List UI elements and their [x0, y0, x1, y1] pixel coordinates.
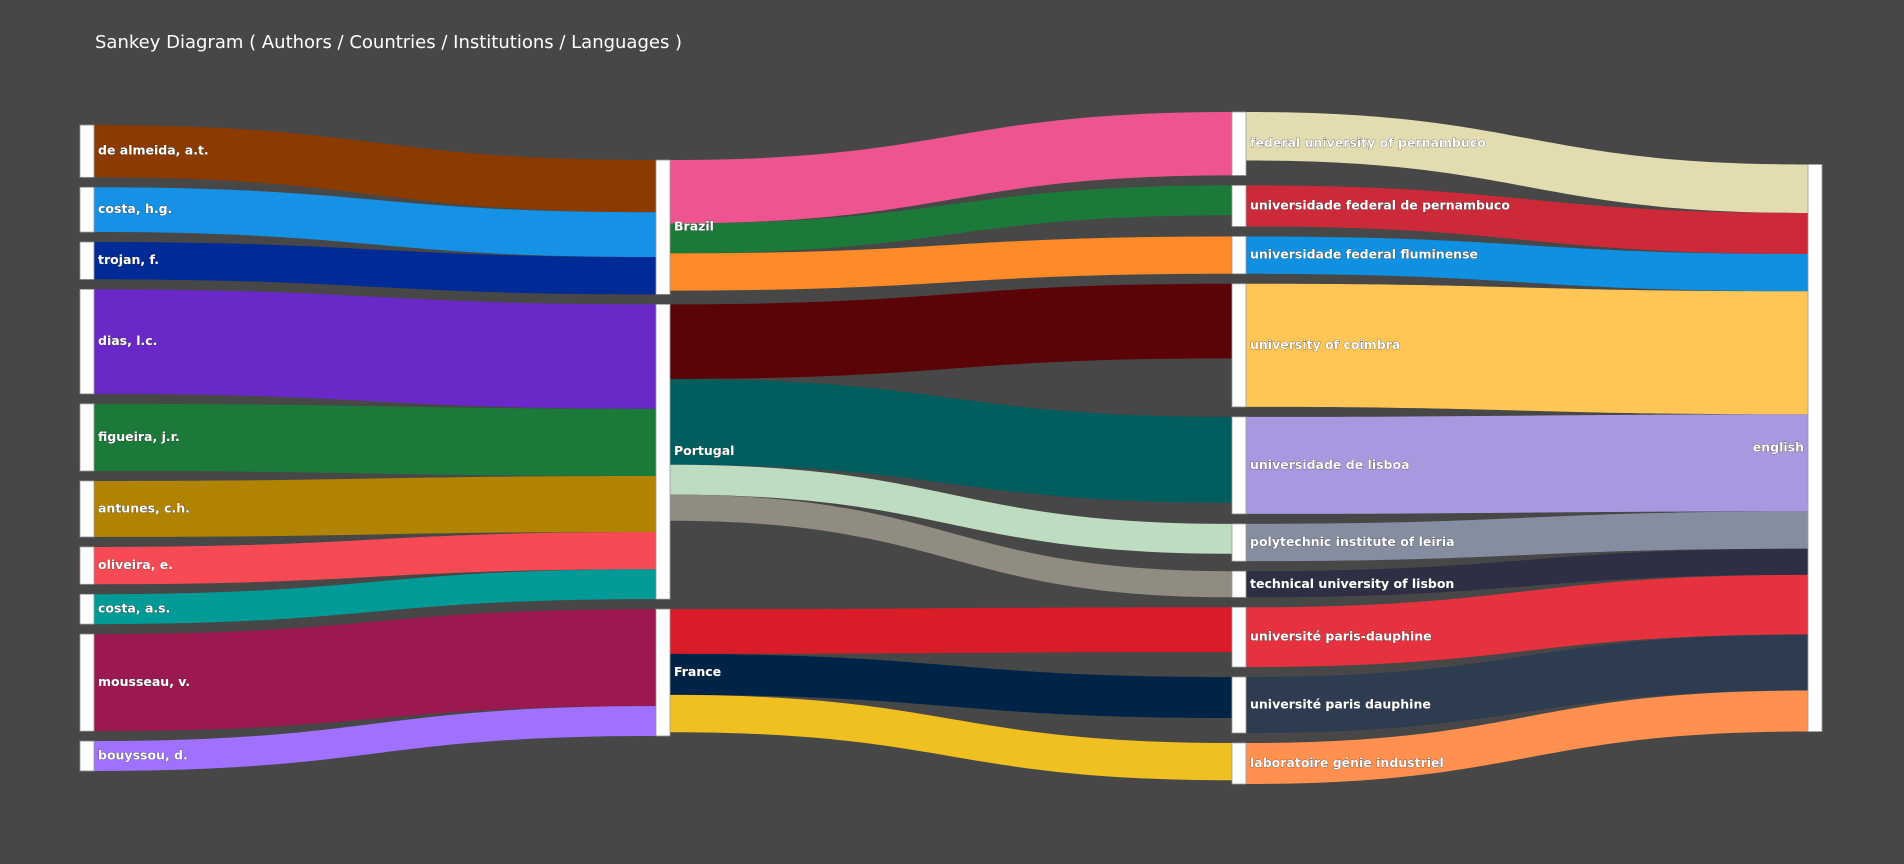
- link-brazil-to-universidade-federal-fluminense[interactable]: [670, 236, 1232, 291]
- node-polytechnic-institute-of-leiria[interactable]: [1231, 523, 1247, 562]
- node-portugal[interactable]: [655, 303, 671, 600]
- node-universit-paris-dauphine[interactable]: [1231, 606, 1247, 668]
- link-dias-l-c-to-portugal[interactable]: [94, 289, 656, 409]
- node-label-oliveira-e: oliveira, e.: [98, 557, 173, 572]
- link-portugal-to-university-of-coimbra[interactable]: [670, 283, 1232, 379]
- node-university-of-coimbra[interactable]: [1231, 283, 1247, 408]
- link-france-to-laboratoire-g-nie-industriel[interactable]: [670, 694, 1232, 781]
- node-label-dias-l-c: dias, l.c.: [98, 333, 157, 348]
- node-label-mousseau-v: mousseau, v.: [98, 674, 190, 689]
- link-france-to-universit-paris-dauphine[interactable]: [670, 653, 1232, 719]
- link-polytechnic-institute-of-leiria-to-english[interactable]: [1246, 511, 1808, 562]
- node-laboratoire-g-nie-industriel[interactable]: [1231, 742, 1247, 785]
- chart-title: Sankey Diagram ( Authors / Countries / I…: [95, 32, 683, 53]
- node-universidade-de-lisboa[interactable]: [1231, 416, 1247, 515]
- node-label-costa-a-s: costa, a.s.: [98, 601, 170, 616]
- link-brazil-to-universidade-federal-de-pernambuco[interactable]: [670, 185, 1232, 254]
- link-universidade-federal-de-pernambuco-to-english[interactable]: [1246, 185, 1808, 254]
- node-universit-paris-dauphine[interactable]: [1231, 676, 1247, 734]
- node-brazil[interactable]: [655, 159, 671, 295]
- node-federal-university-of-pernambuco[interactable]: [1231, 111, 1247, 176]
- node-label-technical-university-of-lisbon: technical university of lisbon: [1250, 576, 1454, 591]
- node-bouyssou-d[interactable]: [79, 740, 95, 772]
- link-brazil-to-federal-university-of-pernambuco[interactable]: [670, 112, 1232, 224]
- node-oliveira-e[interactable]: [79, 546, 95, 585]
- node-figueira-j-r[interactable]: [79, 403, 95, 472]
- node-label-federal-university-of-pernambuco: federal university of pernambuco: [1250, 135, 1486, 150]
- link-portugal-to-polytechnic-institute-of-leiria[interactable]: [670, 464, 1232, 554]
- link-figueira-j-r-to-portugal[interactable]: [94, 403, 656, 476]
- link-universidade-de-lisboa-to-english[interactable]: [1246, 414, 1808, 514]
- node-label-universidade-federal-de-pernambuco: universidade federal de pernambuco: [1250, 197, 1510, 212]
- node-label-laboratoire-g-nie-industriel: laboratoire génie industriel: [1250, 755, 1444, 770]
- link-costa-a-s-to-portugal[interactable]: [94, 569, 656, 625]
- node-france[interactable]: [655, 608, 671, 737]
- link-france-to-universit-paris-dauphine[interactable]: [670, 607, 1232, 654]
- link-universidade-federal-fluminense-to-english[interactable]: [1246, 236, 1808, 292]
- node-label-english: english: [1753, 440, 1804, 455]
- node-mousseau-v[interactable]: [79, 633, 95, 732]
- node-label-france: France: [674, 664, 721, 679]
- link-universit-paris-dauphine-to-english[interactable]: [1246, 634, 1808, 733]
- node-technical-university-of-lisbon[interactable]: [1231, 570, 1247, 598]
- link-laboratoire-g-nie-industriel-to-english[interactable]: [1246, 690, 1808, 785]
- link-portugal-to-universidade-de-lisboa[interactable]: [670, 378, 1232, 503]
- node-label-portugal: Portugal: [674, 443, 734, 458]
- link-antunes-c-h-to-portugal[interactable]: [94, 475, 656, 537]
- node-english[interactable]: [1807, 164, 1823, 732]
- node-costa-h-g[interactable]: [79, 186, 95, 233]
- node-label-bouyssou-d: bouyssou, d.: [98, 748, 188, 763]
- node-label-universidade-de-lisboa: universidade de lisboa: [1250, 457, 1410, 472]
- node-universidade-federal-de-pernambuco[interactable]: [1231, 185, 1247, 227]
- node-de-almeida-a-t[interactable]: [79, 124, 95, 178]
- node-label-figueira-j-r: figueira, j.r.: [98, 429, 180, 444]
- node-label-universidade-federal-fluminense: universidade federal fluminense: [1250, 247, 1478, 262]
- links: [94, 112, 1808, 784]
- node-dias-l-c[interactable]: [79, 288, 95, 395]
- node-label-universit-paris-dauphine: université paris-dauphine: [1250, 629, 1432, 644]
- node-label-polytechnic-institute-of-leiria: polytechnic institute of leiria: [1250, 534, 1455, 549]
- node-label-de-almeida-a-t: de almeida, a.t.: [98, 143, 209, 158]
- link-de-almeida-a-t-to-brazil[interactable]: [94, 125, 656, 213]
- link-technical-university-of-lisbon-to-english[interactable]: [1246, 548, 1808, 598]
- link-bouyssou-d-to-france[interactable]: [94, 706, 656, 771]
- node-antunes-c-h[interactable]: [79, 480, 95, 538]
- node-label-trojan-f: trojan, f.: [98, 252, 159, 267]
- node-costa-a-s[interactable]: [79, 593, 95, 625]
- node-label-costa-h-g: costa, h.g.: [98, 201, 172, 216]
- link-trojan-f-to-brazil[interactable]: [94, 242, 656, 295]
- link-universit-paris-dauphine-to-english[interactable]: [1246, 574, 1808, 667]
- node-trojan-f[interactable]: [79, 241, 95, 280]
- node-label-universit-paris-dauphine: université paris dauphine: [1250, 696, 1431, 711]
- link-mousseau-v-to-france[interactable]: [94, 609, 656, 732]
- link-university-of-coimbra-to-english[interactable]: [1246, 283, 1808, 415]
- node-label-brazil: Brazil: [674, 219, 714, 234]
- nodes: de almeida, a.t. costa, h.g. trojan, f. dia…: [79, 111, 1823, 785]
- link-portugal-to-technical-university-of-lisbon[interactable]: [670, 494, 1232, 598]
- node-universidade-federal-fluminense[interactable]: [1231, 236, 1247, 275]
- link-oliveira-e-to-portugal[interactable]: [94, 531, 656, 585]
- node-label-university-of-coimbra: university of coimbra: [1250, 337, 1400, 352]
- link-costa-h-g-to-brazil[interactable]: [94, 187, 656, 258]
- node-label-antunes-c-h: antunes, c.h.: [98, 500, 190, 515]
- link-federal-university-of-pernambuco-to-english[interactable]: [1246, 112, 1808, 213]
